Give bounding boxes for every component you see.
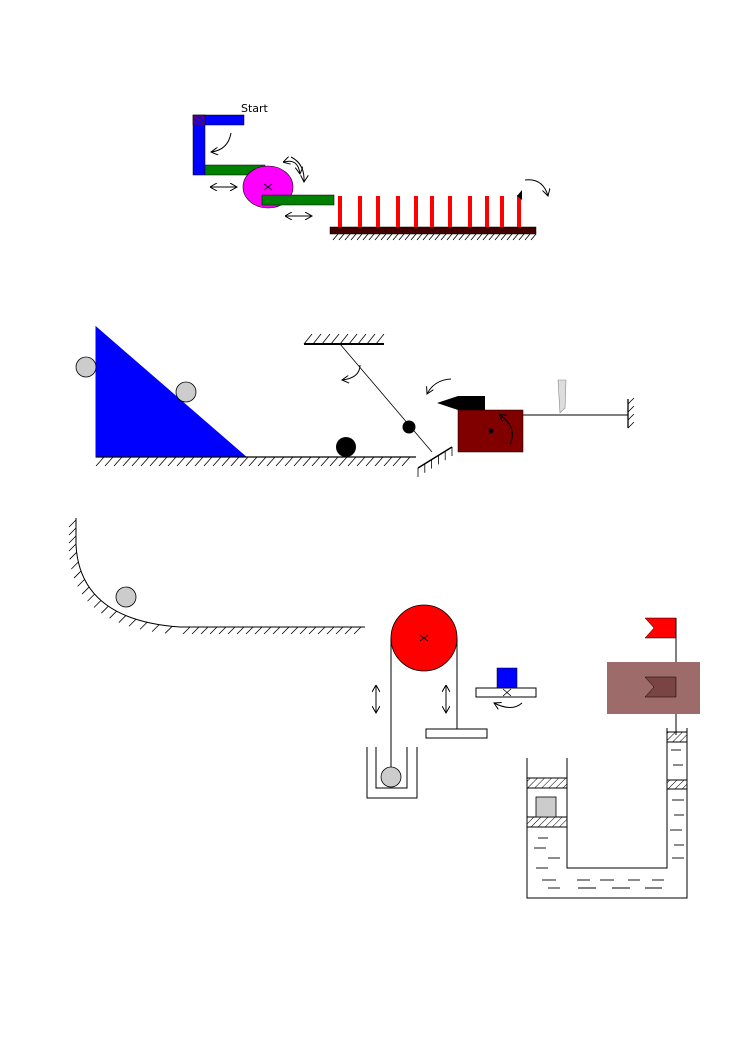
pendulum-swing-arrow [342, 364, 361, 380]
domino-platform [329, 226, 537, 235]
seesaw-plank [475, 687, 537, 698]
gray-ball-bucket [380, 766, 402, 788]
stopper-hatch [417, 447, 453, 477]
cannon-rotation-arrow [500, 415, 513, 445]
gray-ball-track [115, 586, 137, 608]
domino [338, 196, 342, 227]
domino [396, 196, 400, 227]
bucket [366, 747, 418, 799]
trigger-blade [557, 379, 567, 414]
blue-ramp [95, 325, 248, 458]
curved-track [75, 518, 365, 628]
domino [485, 196, 489, 227]
pendulum-bob [402, 420, 416, 434]
domino-fall-arrow [524, 179, 548, 196]
section-start-mechanism: Start [192, 102, 548, 241]
domino [517, 195, 521, 227]
gray-ball-ramp [175, 381, 197, 403]
wire-anchor-hatch [627, 397, 635, 429]
lower-green-bar [261, 194, 335, 206]
section-ramp-pendulum [75, 325, 635, 477]
seesaw-rotation-arrow [494, 703, 523, 708]
domino-ground-hatch [332, 233, 537, 241]
cannon-rotation-arrow-top [427, 378, 452, 394]
pendulum-string [339, 343, 433, 453]
curve-hatch [68, 519, 362, 635]
seesaw-pivot [502, 688, 512, 697]
cam-rotation-arrow [284, 161, 300, 174]
cannon-barrel [437, 396, 485, 410]
cam-rotation-arrow-2 [290, 156, 304, 182]
pulley-plate [425, 728, 488, 739]
gray-ball-top [75, 356, 97, 378]
ground-hatch [95, 456, 411, 467]
domino [500, 196, 504, 227]
section-track-pulley-tank [68, 518, 700, 899]
blue-block [496, 667, 518, 689]
start-curved-arrow [211, 132, 232, 152]
domino [376, 196, 380, 227]
dominoes [338, 190, 522, 227]
domino [358, 196, 362, 227]
angled-stopper [417, 446, 453, 469]
pulley-axle [419, 634, 429, 642]
u-tube-tank [526, 728, 688, 899]
domino [468, 196, 472, 227]
blue-l-bracket [192, 114, 245, 176]
domino-tip [517, 190, 522, 200]
start-label: Start [241, 102, 269, 115]
red-flag [644, 617, 677, 639]
cannon-pivot [488, 428, 494, 434]
domino [448, 196, 452, 227]
ceiling-hatch [303, 333, 385, 345]
domino [414, 196, 418, 227]
water-lines [534, 749, 684, 889]
black-ball [336, 437, 356, 457]
domino [430, 196, 434, 227]
flag-shadow [644, 676, 677, 698]
